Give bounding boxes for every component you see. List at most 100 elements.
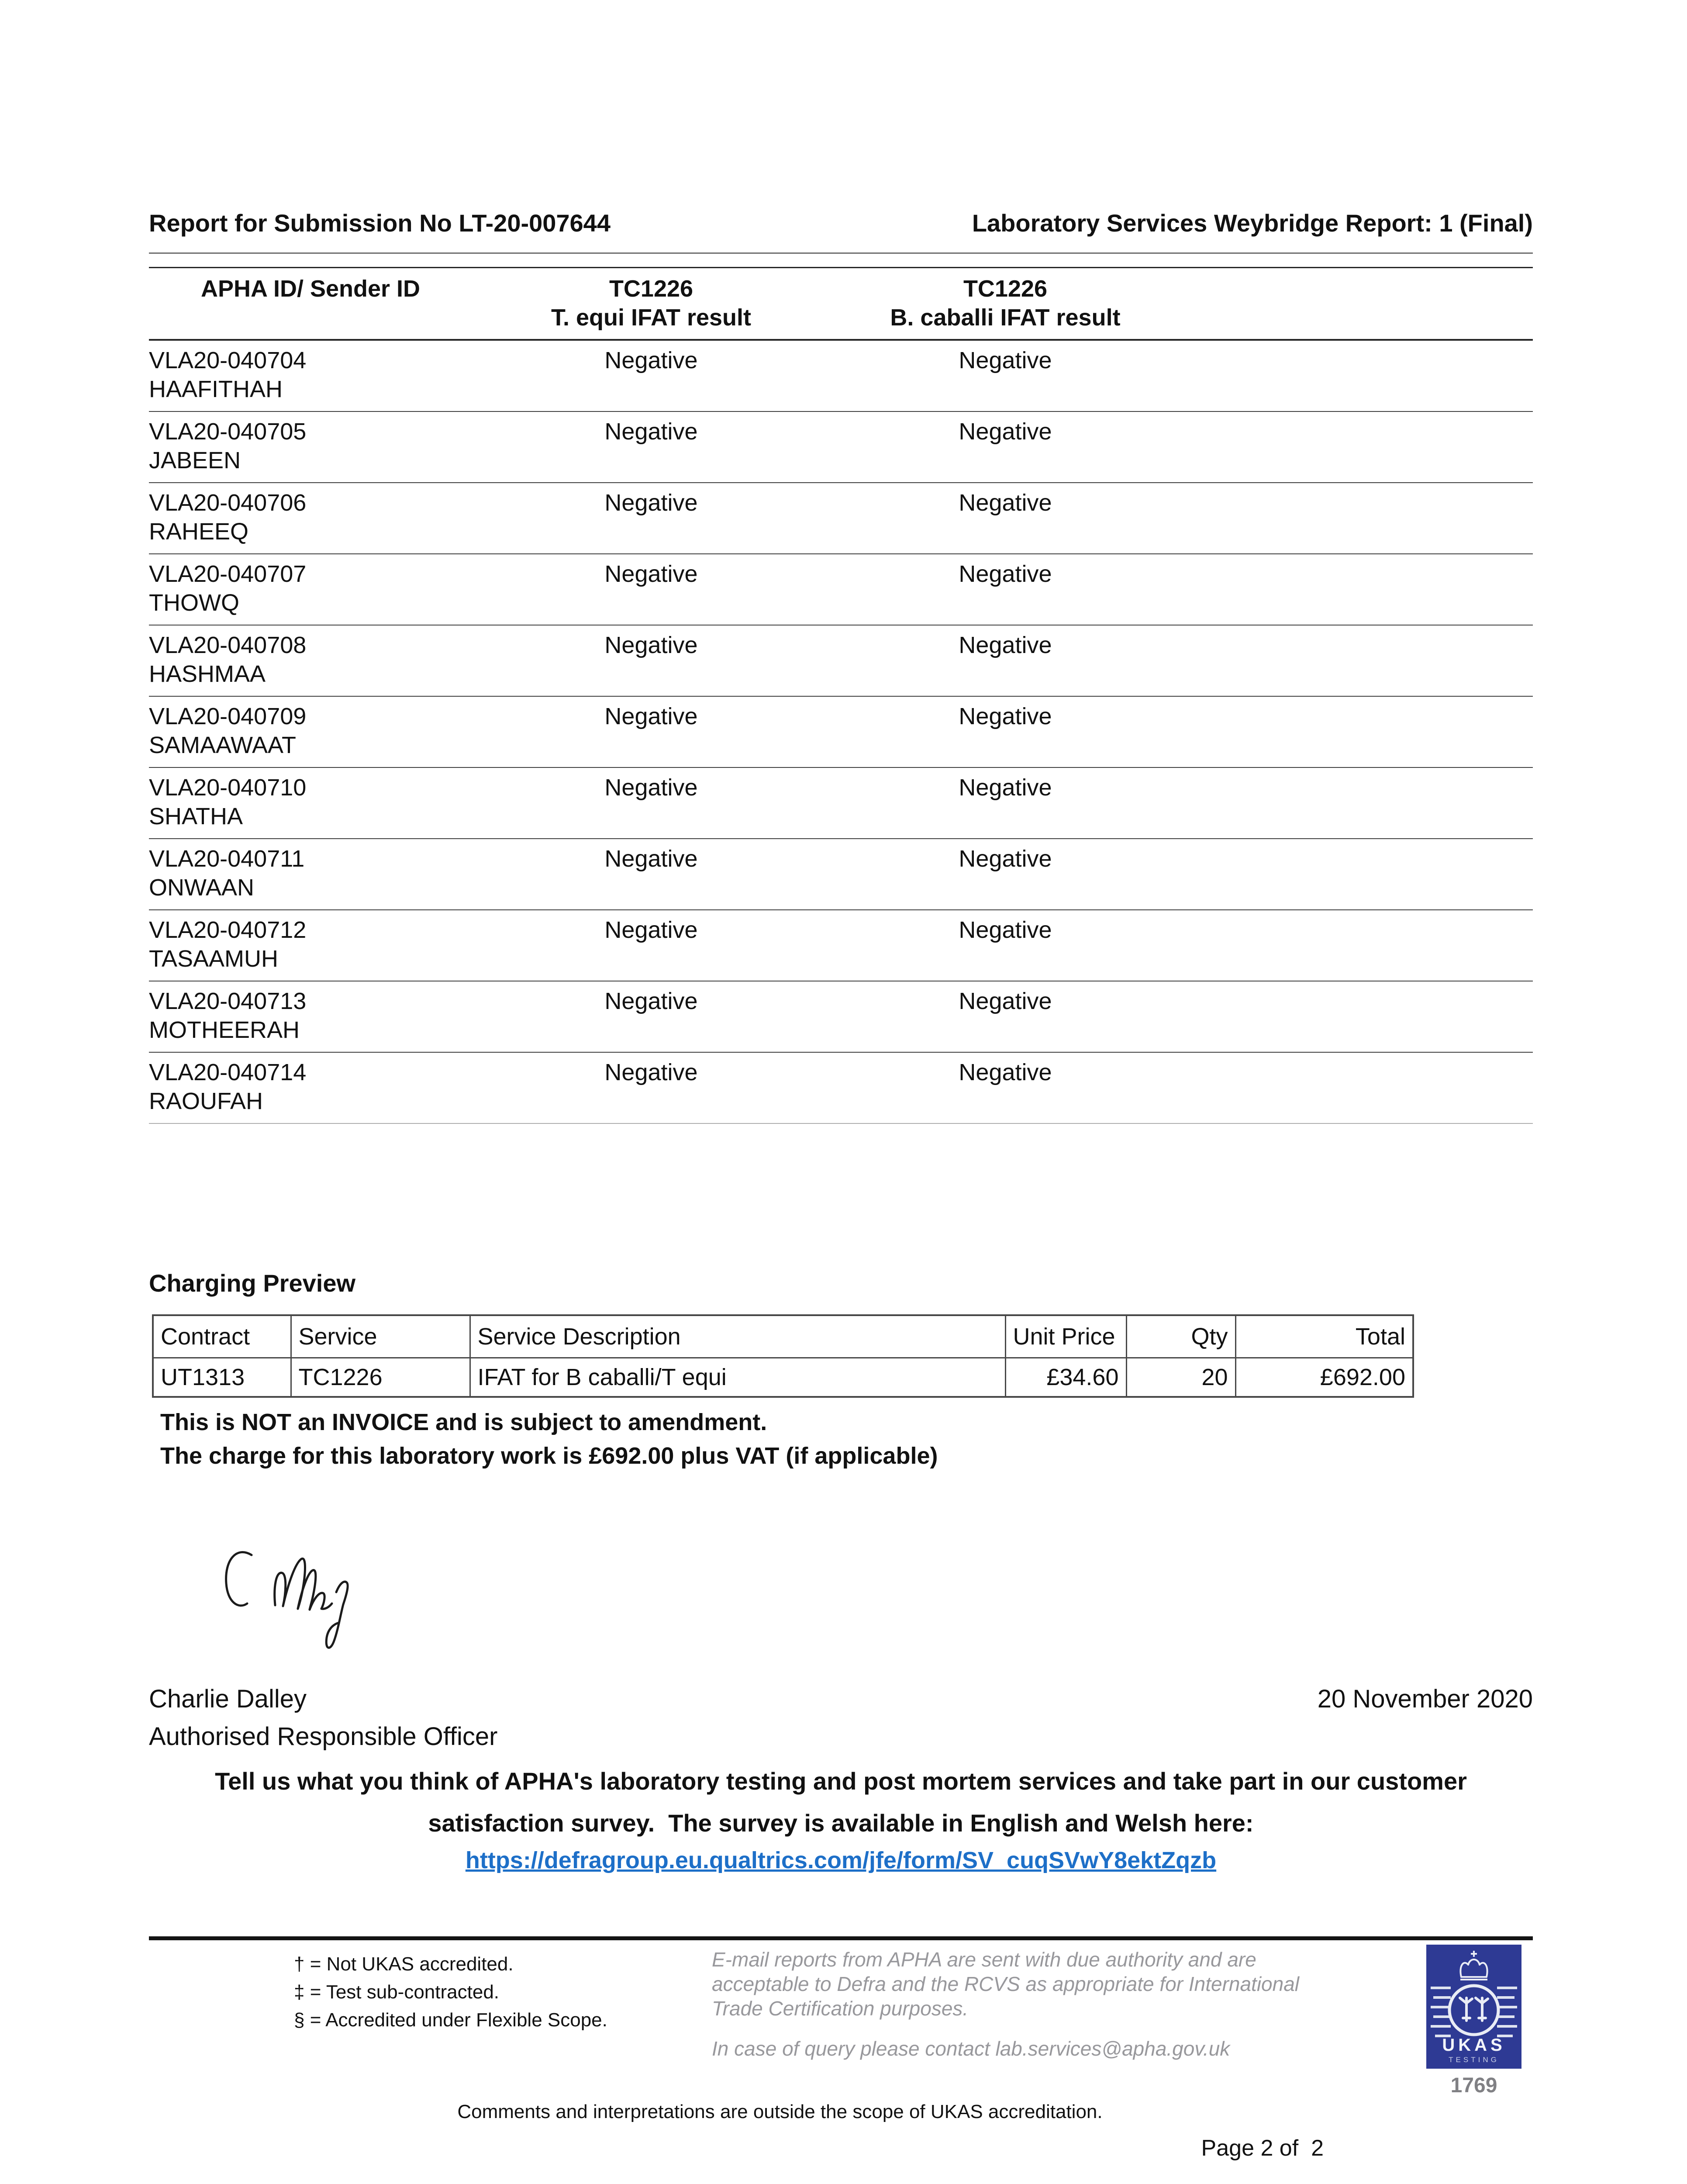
description-value: IFAT for B caballi/T equi: [469, 1357, 1006, 1398]
email-authority-note: E-mail reports from APHA are sent with d…: [712, 1947, 1345, 2061]
contract-value: UT1313: [152, 1357, 292, 1398]
sample-id: VLA20-040704: [149, 347, 307, 373]
ukas-testing-logo-icon: UKAS TESTING: [1426, 1945, 1521, 2069]
signature-image: [210, 1531, 376, 1669]
signatory-name: Charlie Dalley: [149, 1685, 307, 1713]
animal-name: HASHMAA: [149, 661, 266, 687]
t-equi-result: Negative: [604, 703, 698, 729]
animal-name: RAOUFAH: [149, 1088, 263, 1114]
note-subcontracted: ‡ = Test sub-contracted.: [294, 1981, 500, 2003]
col-header-apha-id: APHA ID/ Sender ID: [200, 276, 421, 302]
sample-id: VLA20-040708: [149, 632, 307, 658]
col-contract: Contract: [152, 1314, 292, 1358]
ukas-wordmark: UKAS: [1442, 2035, 1505, 2055]
results-table-header: APHA ID/ Sender ID TC1226 T. equi IFAT r…: [149, 268, 1533, 341]
col-service: Service: [290, 1314, 471, 1358]
footer-divider: [149, 1936, 1533, 1940]
b-caballi-result: Negative: [959, 418, 1052, 445]
comments-scope-note: Comments and interpretations are outside…: [457, 2101, 1103, 2122]
survey-text: Tell us what you think of APHA's laborat…: [149, 1760, 1533, 1844]
table-row: VLA20-040709 SAMAAWAAT Negative Negative: [149, 697, 1533, 768]
table-row: VLA20-040706 RAHEEQ Negative Negative: [149, 483, 1533, 554]
charging-data-row: UT1313 TC1226 IFAT for B caballi/T equi …: [152, 1357, 1414, 1398]
table-row: VLA20-040714 RAOUFAH Negative Negative: [149, 1053, 1533, 1124]
b-caballi-result: Negative: [959, 490, 1052, 516]
charging-table: Contract Service Service Description Uni…: [152, 1314, 1414, 1398]
submission-title: Report for Submission No LT-20-007644: [149, 209, 611, 237]
table-row: VLA20-040712 TASAAMUH Negative Negative: [149, 910, 1533, 981]
table-row: VLA20-040707 THOWQ Negative Negative: [149, 554, 1533, 625]
table-row: VLA20-040710 SHATHA Negative Negative: [149, 768, 1533, 839]
service-value: TC1226: [290, 1357, 471, 1398]
header-divider: [149, 252, 1533, 254]
sample-id: VLA20-040707: [149, 561, 307, 587]
sample-id: VLA20-040714: [149, 1059, 307, 1085]
t-equi-result: Negative: [604, 561, 698, 587]
b-caballi-result: Negative: [959, 703, 1052, 729]
ukas-number: 1769: [1450, 2074, 1497, 2097]
sample-id: VLA20-040706: [149, 490, 307, 516]
charging-header-row: Contract Service Service Description Uni…: [152, 1314, 1414, 1358]
charging-preview-title: Charging Preview: [149, 1269, 356, 1297]
col-qty: Qty: [1125, 1314, 1236, 1358]
b-caballi-result: Negative: [959, 846, 1052, 872]
animal-name: ONWAAN: [149, 874, 254, 901]
b-caballi-result: Negative: [959, 347, 1052, 373]
accreditation-notes: † = Not UKAS accredited. ‡ = Test sub-co…: [294, 1950, 607, 2034]
report-date: 20 November 2020: [1317, 1685, 1533, 1713]
t-equi-result: Negative: [604, 1059, 698, 1085]
survey-line-1: Tell us what you think of APHA's laborat…: [215, 1767, 1467, 1795]
page-header: Report for Submission No LT-20-007644 La…: [149, 209, 1533, 237]
ukas-sub-label: TESTING: [1449, 2056, 1499, 2064]
note-not-ukas: † = Not UKAS accredited.: [294, 1953, 514, 1975]
animal-name: SAMAAWAAT: [149, 732, 297, 758]
b-caballi-result: Negative: [959, 561, 1052, 587]
ukas-logo: UKAS TESTING 1769: [1426, 1945, 1521, 2098]
t-equi-result: Negative: [604, 418, 698, 445]
sample-id: VLA20-040713: [149, 988, 307, 1014]
survey-line-2: satisfaction survey. The survey is avail…: [428, 1809, 1254, 1837]
t-equi-result: Negative: [604, 774, 698, 801]
animal-name: SHATHA: [149, 803, 243, 829]
lab-report-title: Laboratory Services Weybridge Report: 1 …: [972, 209, 1533, 237]
survey-link-line: https://defragroup.eu.qualtrics.com/jfe/…: [149, 1847, 1533, 1874]
t-equi-result: Negative: [604, 347, 698, 373]
t-equi-result: Negative: [604, 846, 698, 872]
t-equi-result: Negative: [604, 917, 698, 943]
table-row: VLA20-040708 HASHMAA Negative Negative: [149, 625, 1533, 697]
page-number: Page 2 of 2: [1201, 2136, 1324, 2161]
query-contact-note: In case of query please contact lab.serv…: [712, 2037, 1230, 2060]
qty-value: 20: [1125, 1357, 1236, 1398]
unit-price-value: £34.60: [1004, 1357, 1127, 1398]
col-total: Total: [1235, 1314, 1414, 1358]
table-row: VLA20-040713 MOTHEERAH Negative Negative: [149, 981, 1533, 1053]
t-equi-result: Negative: [604, 632, 698, 658]
b-caballi-result: Negative: [959, 774, 1052, 801]
b-caballi-result: Negative: [959, 632, 1052, 658]
animal-name: THOWQ: [149, 590, 239, 616]
table-row: VLA20-040705 JABEEN Negative Negative: [149, 412, 1533, 483]
sample-id: VLA20-040712: [149, 917, 307, 943]
sample-id: VLA20-040709: [149, 703, 307, 729]
col-description: Service Description: [469, 1314, 1006, 1358]
results-table: APHA ID/ Sender ID TC1226 T. equi IFAT r…: [149, 267, 1533, 1124]
note-flexible-scope: § = Accredited under Flexible Scope.: [294, 2009, 607, 2031]
t-equi-result: Negative: [604, 490, 698, 516]
animal-name: RAHEEQ: [149, 518, 249, 545]
signatory-role: Authorised Responsible Officer: [149, 1722, 498, 1751]
col-unit-price: Unit Price: [1004, 1314, 1127, 1358]
t-equi-result: Negative: [604, 988, 698, 1014]
charge-amount-note: The charge for this laboratory work is £…: [160, 1443, 938, 1469]
survey-link[interactable]: https://defragroup.eu.qualtrics.com/jfe/…: [465, 1847, 1217, 1873]
sample-id: VLA20-040710: [149, 774, 307, 801]
b-caballi-result: Negative: [959, 917, 1052, 943]
animal-name: MOTHEERAH: [149, 1017, 300, 1043]
b-caballi-result: Negative: [959, 1059, 1052, 1085]
col-header-t-equi: TC1226 T. equi IFAT result: [551, 276, 752, 331]
table-row: VLA20-040711 ONWAAN Negative Negative: [149, 839, 1533, 910]
total-value: £692.00: [1235, 1357, 1414, 1398]
animal-name: TASAAMUH: [149, 946, 279, 972]
table-row: VLA20-040704 HAAFITHAH Negative Negative: [149, 341, 1533, 412]
sample-id: VLA20-040705: [149, 418, 307, 445]
